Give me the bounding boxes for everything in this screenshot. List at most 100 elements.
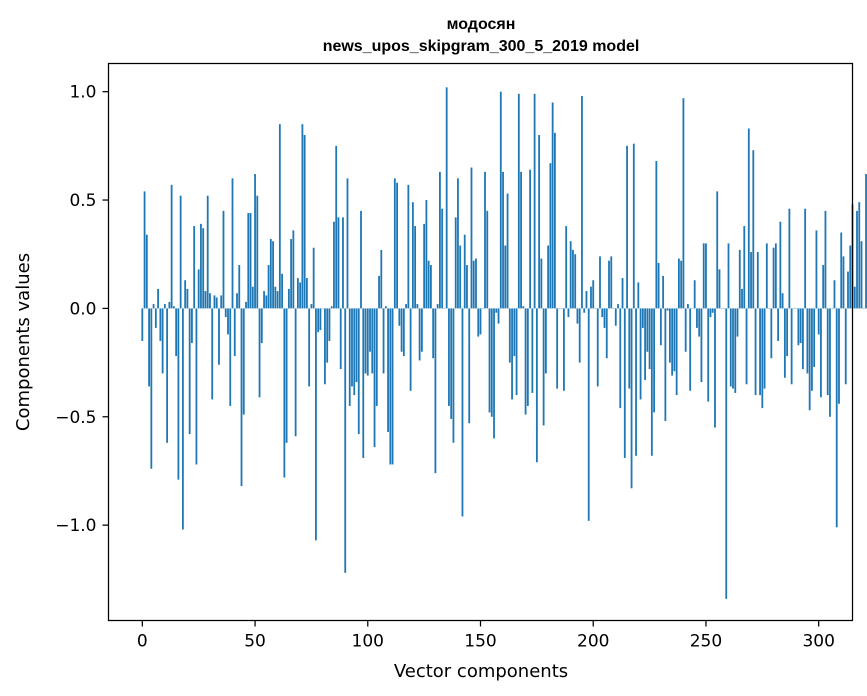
bar [488, 308, 491, 413]
bar [308, 308, 311, 387]
bar [747, 128, 750, 309]
bar [698, 308, 701, 337]
bar [815, 230, 818, 309]
bar [682, 98, 685, 309]
bar [186, 288, 189, 309]
bar [687, 304, 689, 309]
bar [569, 241, 572, 309]
bar [515, 308, 518, 396]
y-tick-label: 1.0 [69, 83, 96, 103]
bar [506, 193, 509, 309]
bar [574, 254, 577, 309]
bar [702, 243, 705, 309]
bar [576, 308, 579, 324]
bar [159, 308, 162, 341]
bar [319, 308, 322, 331]
bar [191, 308, 193, 344]
bar [533, 93, 536, 309]
bar [666, 308, 669, 311]
bar [779, 221, 782, 309]
bar [468, 308, 471, 424]
bar [553, 132, 556, 309]
bar [148, 308, 150, 387]
bar [366, 308, 369, 376]
bar [202, 228, 205, 309]
x-axis-label: Vector components [394, 661, 568, 682]
bar [170, 184, 173, 309]
bar [411, 202, 414, 309]
bar [441, 208, 444, 309]
bar [425, 200, 428, 309]
bar [847, 271, 849, 309]
bar [328, 308, 331, 341]
bar [181, 308, 184, 530]
bar [621, 278, 624, 309]
chart-title: модосян [447, 16, 516, 33]
bar [756, 252, 759, 309]
bar [632, 143, 635, 309]
bar [743, 226, 746, 309]
bar [603, 308, 606, 328]
bar [673, 308, 676, 372]
bar [820, 308, 822, 398]
bar [396, 182, 398, 309]
x-tick-label: 50 [244, 632, 266, 652]
bar [490, 308, 493, 417]
bar [461, 308, 464, 517]
bar [326, 308, 329, 363]
bar [608, 260, 610, 309]
bar [829, 308, 831, 417]
bar [637, 282, 640, 309]
bar [215, 297, 218, 309]
bar [619, 308, 622, 409]
bar [398, 308, 401, 326]
bar [213, 295, 216, 309]
bar [278, 124, 281, 309]
bar [653, 308, 656, 413]
bar [484, 171, 486, 309]
plot-frame [107, 62, 854, 622]
bar [592, 280, 595, 309]
bar [808, 308, 811, 411]
bar [339, 308, 342, 370]
bar [493, 308, 495, 439]
bar [227, 308, 229, 335]
y-tick-label: 0.0 [69, 299, 96, 319]
bar [296, 278, 299, 309]
bar [601, 308, 604, 318]
bar [351, 308, 353, 387]
bar [860, 241, 863, 309]
bar [274, 286, 277, 309]
bar [197, 269, 200, 309]
bar [472, 260, 475, 309]
bar [565, 226, 568, 309]
bar [249, 213, 252, 309]
bar [281, 273, 284, 309]
bar [305, 278, 308, 309]
bar [364, 308, 367, 374]
bar [459, 245, 462, 309]
y-axis-ticks: −1.0 −0.5 0.0 0.5 1.0 [55, 83, 109, 536]
bar [184, 280, 187, 309]
bar [418, 308, 421, 361]
bar [526, 308, 529, 406]
bar [838, 308, 840, 404]
bar [242, 308, 245, 415]
bar [475, 258, 477, 309]
bar [220, 295, 223, 309]
bar [801, 308, 804, 370]
bar [605, 308, 608, 359]
bar [835, 308, 838, 528]
bar [245, 301, 247, 309]
bar [175, 308, 178, 357]
bar [382, 308, 385, 374]
bar [195, 308, 198, 465]
bar [152, 304, 155, 309]
bar [858, 202, 861, 309]
bar [833, 280, 836, 309]
bar [716, 191, 719, 309]
bar [391, 308, 394, 465]
bars-group [141, 87, 867, 599]
bar [732, 308, 734, 389]
bar [538, 135, 541, 309]
